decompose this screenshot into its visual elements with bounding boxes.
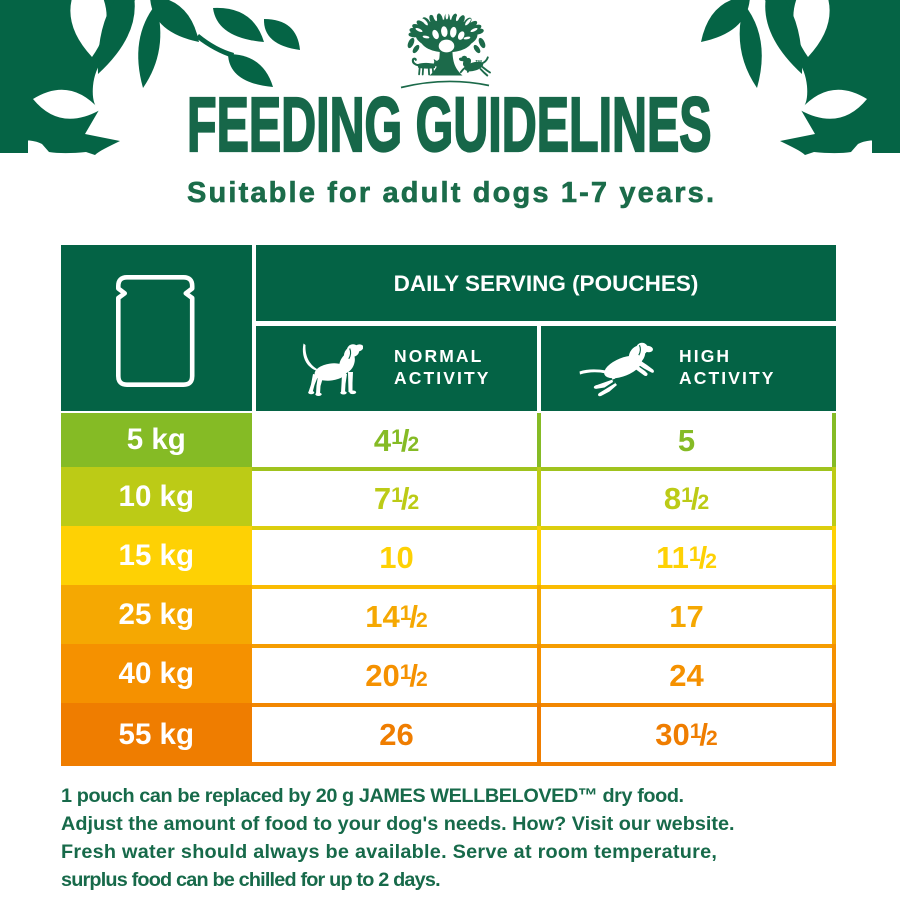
svg-text:™: ™ xyxy=(475,58,483,67)
